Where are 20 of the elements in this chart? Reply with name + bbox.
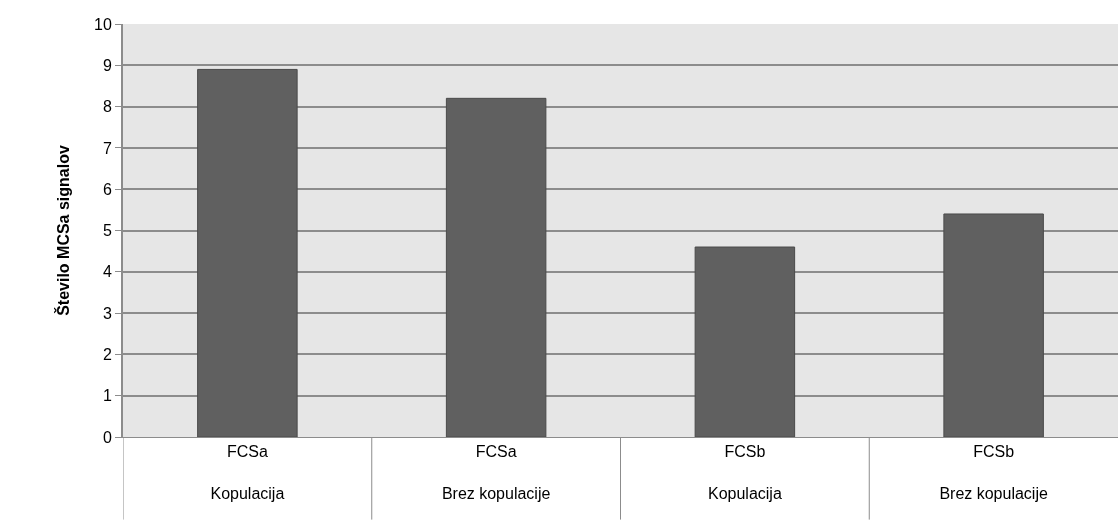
- y-tick-label: 4: [102, 263, 112, 281]
- category-label: FCSa Kopulacija: [210, 443, 285, 502]
- y-tick-label: 3: [102, 304, 112, 322]
- y-tick-label: 10: [94, 15, 112, 33]
- y-tick-label: 6: [102, 180, 112, 198]
- y-tick-label: 8: [102, 98, 112, 116]
- category-label: FCSb Brez kopulacije: [939, 443, 1048, 502]
- bar: [445, 97, 547, 437]
- y-tick-label: 0: [102, 428, 112, 446]
- bar: [197, 68, 298, 437]
- bar: [694, 246, 796, 437]
- y-tick-label: 2: [102, 346, 112, 363]
- category-label: FCSa Brez kopulacije: [441, 443, 551, 502]
- y-tick-label: 9: [102, 56, 112, 74]
- y-tick-label: 1: [102, 387, 112, 405]
- category-label: FCSb Kopulacija: [707, 443, 782, 502]
- y-axis-title: Število MCSa signalov: [54, 145, 73, 316]
- bar: [943, 213, 1044, 437]
- y-tick-label: 5: [102, 222, 112, 240]
- y-tick-label: 7: [102, 139, 112, 157]
